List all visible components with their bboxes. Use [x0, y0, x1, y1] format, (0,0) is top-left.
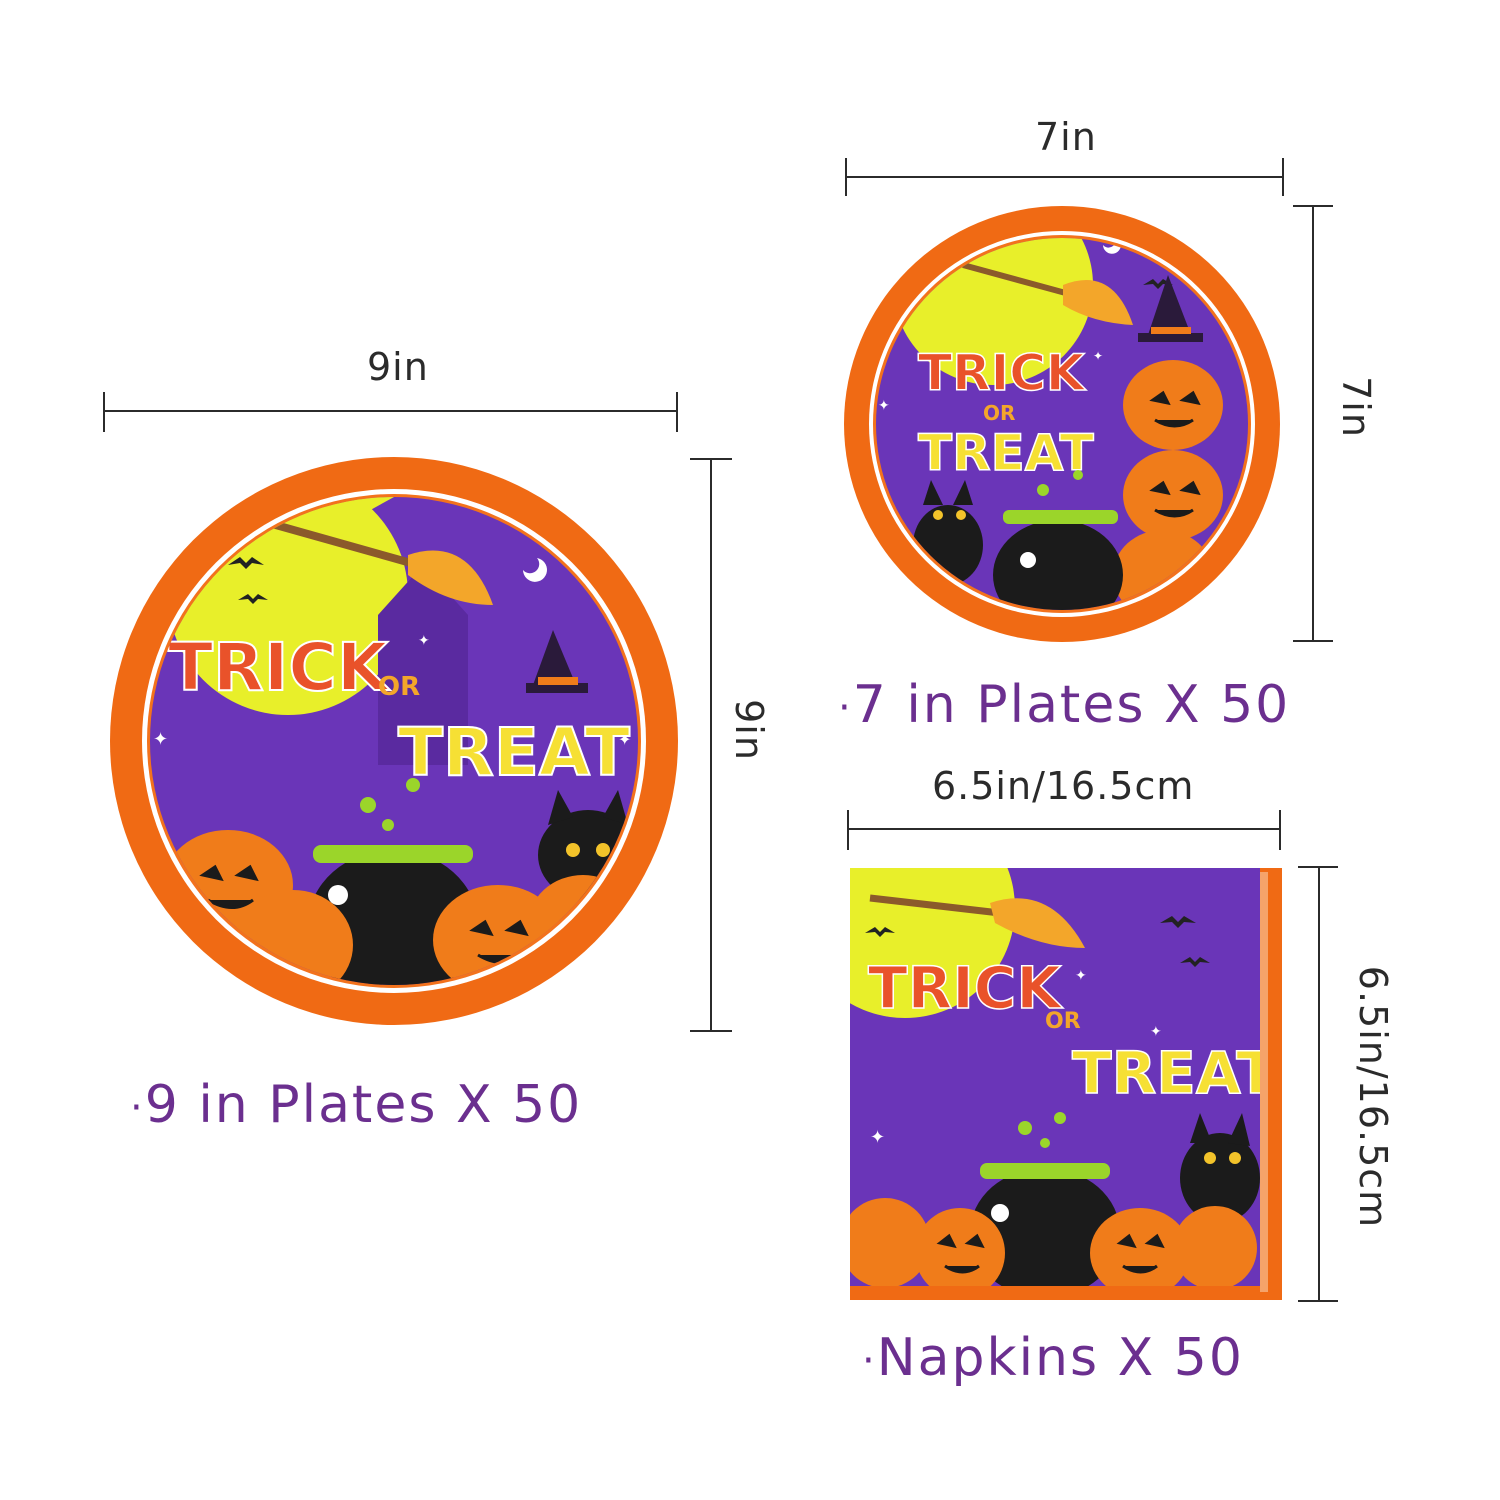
small-plate-art-or: OR: [983, 401, 1015, 425]
large-plate-art-line1: TRICK: [168, 629, 391, 706]
cauldron-icon: [993, 470, 1123, 610]
cauldron-icon: [308, 778, 478, 985]
star-icon: ✦: [870, 1127, 885, 1148]
bat-icon: [1143, 279, 1173, 289]
napkin-image: ✦ ✦ ✦ TRICK OR TREAT: [850, 868, 1282, 1300]
small-plate-art-line1: TRICK: [918, 344, 1087, 402]
caption-bullet: ·: [838, 685, 853, 731]
napkin-width-label: 6.5in/16.5cm: [932, 764, 1195, 808]
witch-hat-icon: [1138, 275, 1203, 342]
napkin-art-line1: TRICK: [868, 954, 1063, 1022]
cat-icon: [1180, 1113, 1260, 1223]
dim-tick: [1293, 205, 1333, 207]
large-plate-art-line2: TREAT: [398, 714, 630, 791]
dim-tick: [1293, 640, 1333, 642]
star-icon: ✦: [1150, 1024, 1162, 1040]
napkin-width-line: [848, 828, 1280, 830]
bat-icon: [238, 594, 268, 604]
large-plate-image: ✦ ✦ ✦ TRICK OR TREAT: [110, 457, 678, 1025]
bat-icon: [228, 557, 264, 569]
star-icon: ✦: [1075, 968, 1087, 984]
large-plate-width-line: [104, 410, 677, 412]
napkin-caption-text: Napkins X 50: [876, 1328, 1244, 1388]
dim-tick: [845, 158, 847, 196]
caption-bullet: ·: [130, 1085, 145, 1131]
napkin-height-line: [1318, 866, 1320, 1301]
small-plate-height-line: [1312, 205, 1314, 642]
small-plate-caption-text: 7 in Plates X 50: [852, 675, 1291, 735]
dim-tick: [676, 392, 678, 432]
napkin-art-line2: TREAT: [1072, 1039, 1276, 1107]
napkin-height-label: 6.5in/16.5cm: [1351, 965, 1396, 1229]
bat-icon: [1180, 957, 1210, 967]
dim-tick: [103, 392, 105, 432]
broom-icon: [962, 262, 1133, 325]
broom-icon: [256, 516, 493, 605]
small-plate-art-line2: TREAT: [918, 424, 1094, 482]
dim-tick: [690, 1030, 732, 1032]
large-plate-caption-text: 9 in Plates X 50: [144, 1075, 583, 1135]
large-plate-height-label: 9in: [726, 699, 771, 761]
dim-tick: [1298, 866, 1338, 868]
dim-tick: [1279, 810, 1281, 850]
moon-icon: [850, 868, 1015, 1018]
star-icon: ✦: [1093, 349, 1103, 363]
star-icon: ✦: [618, 730, 631, 749]
small-plate-image: ✦ ✦ TRICK OR TREAT: [844, 206, 1280, 642]
dim-tick: [1282, 158, 1284, 196]
small-plate-width-label: 7in: [1035, 115, 1097, 159]
dim-tick: [847, 810, 849, 850]
broom-icon: [869, 894, 1085, 948]
napkin-art-or: OR: [1045, 1009, 1081, 1034]
small-plate-width-line: [846, 176, 1284, 178]
moon-icon: [893, 238, 1093, 385]
star-icon: ✦: [153, 729, 168, 750]
caption-bullet: ·: [862, 1338, 877, 1384]
witch-hat-icon: [526, 630, 588, 693]
small-plate-height-label: 7in: [1333, 376, 1378, 438]
moon-icon: [523, 558, 547, 582]
large-plate-caption: ·9 in Plates X 50: [130, 1075, 582, 1135]
cauldron-icon: [970, 1112, 1120, 1286]
star-icon: ✦: [878, 398, 890, 414]
bat-icon: [865, 927, 895, 937]
large-plate-height-line: [710, 458, 712, 1032]
pumpkin-icon: [850, 1198, 1257, 1286]
star-icon: ✦: [418, 633, 430, 649]
large-plate-art-or: OR: [378, 672, 420, 702]
dim-tick: [1298, 1300, 1338, 1302]
dim-tick: [690, 458, 732, 460]
napkin-caption: ·Napkins X 50: [862, 1328, 1244, 1388]
large-plate-width-label: 9in: [367, 345, 429, 389]
small-plate-caption: ·7 in Plates X 50: [838, 675, 1290, 735]
bat-icon: [1160, 916, 1196, 928]
